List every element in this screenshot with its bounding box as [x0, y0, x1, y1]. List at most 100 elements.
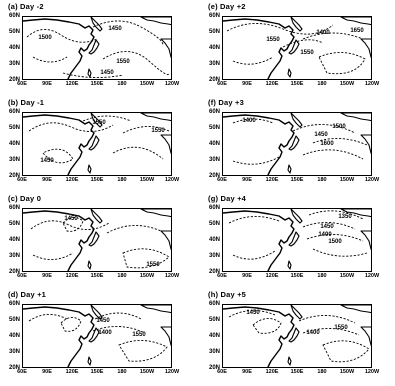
longitude-label: 90E [42, 81, 52, 87]
latitude-label: 20N [208, 77, 220, 83]
contour-label: 1400 [306, 330, 320, 336]
latitude-label: 30N [208, 349, 220, 355]
longitude-label: 120E [65, 273, 79, 279]
longitude-label: 150E [290, 177, 304, 183]
longitude-label: 150W [339, 177, 355, 183]
coastline [223, 210, 295, 271]
longitude-label: 150E [90, 369, 104, 375]
coastline [290, 17, 303, 32]
contour-line [112, 146, 164, 160]
contour-label: 1500 [38, 35, 52, 41]
contour-line [228, 216, 280, 224]
longitude-label: 180 [317, 273, 327, 279]
coastline [23, 210, 95, 271]
contour-line [252, 318, 282, 334]
contour-line [94, 312, 142, 320]
longitude-label: 120W [164, 81, 180, 87]
longitude-label: 60E [217, 81, 227, 87]
coastline [360, 326, 371, 347]
longitude-label: 150W [139, 273, 155, 279]
map-frame: 1450 1550 1500 1450 [22, 16, 172, 80]
contour-line [118, 340, 168, 362]
contour-label: 1600 [320, 141, 334, 147]
longitude-label: 180 [317, 81, 327, 87]
map-panel: (c) Day 0 1450 1550 60N 50N 40N 30N 20N 60E 90E 12… [0, 194, 180, 286]
coastline [90, 305, 103, 320]
longitude-label: 60E [17, 177, 27, 183]
latitude-label: 30N [208, 61, 220, 67]
coastline [287, 356, 292, 366]
coastline [87, 68, 92, 78]
map-panel: (h) Day +5 1450 1400 1550 60N 50N 40N 30N 20N 60E… [200, 290, 380, 382]
contour-line [322, 340, 370, 363]
contour-label: 1550 [92, 120, 106, 126]
longitude-label: 150W [139, 369, 155, 375]
coastline [90, 113, 103, 128]
panel-title: (f) Day +3 [208, 98, 244, 107]
contour-line [298, 315, 356, 324]
latitude-label: 50N [8, 317, 20, 323]
contour-map: 1450 1400 1550 [23, 305, 171, 367]
longitude-label: 150W [139, 81, 155, 87]
longitude-label: 150E [290, 81, 304, 87]
map-panel: (d) Day +1 1450 1400 1550 60N 50N 40N 30N 20N 60E… [0, 290, 180, 382]
coastline [360, 230, 371, 251]
contour-label: 1450 [246, 310, 260, 316]
contour-line [302, 32, 364, 40]
coastline [287, 260, 292, 270]
contour-label: 1550 [146, 262, 160, 268]
longitude-label: 90E [42, 273, 52, 279]
longitude-label: 150E [290, 369, 304, 375]
coastline [88, 231, 100, 247]
longitude-label: 120W [364, 177, 380, 183]
contour-line [122, 126, 170, 134]
contour-map: 1400 1650 1550 1550 [223, 17, 371, 79]
latitude-label: 40N [8, 45, 20, 51]
coastline [340, 209, 371, 218]
longitude-label: 90E [242, 81, 252, 87]
coastline [340, 305, 371, 314]
coastline [340, 17, 371, 26]
contour-line [232, 118, 274, 124]
latitude-label: 30N [208, 253, 220, 259]
contour-label: 1450 [108, 26, 122, 32]
coastline [160, 230, 171, 251]
longitude-label: 150E [90, 273, 104, 279]
map-frame: 1350 1450 1400 1500 [222, 208, 372, 272]
longitude-label: 120W [364, 369, 380, 375]
longitude-label: 60E [217, 369, 227, 375]
coastline [290, 113, 303, 128]
latitude-label: 40N [208, 333, 220, 339]
map-frame: 1450 1400 1550 [22, 304, 172, 368]
latitude-label: 60N [8, 301, 20, 307]
coastline [160, 134, 171, 155]
latitude-label: 30N [8, 253, 20, 259]
coastline [360, 134, 371, 155]
panel-title: (h) Day +5 [208, 290, 247, 299]
longitude-label: 120E [265, 273, 279, 279]
contour-line [232, 56, 274, 65]
contour-map: 1400 1450 1500 1600 [223, 113, 371, 175]
contour-label: 1500 [332, 124, 346, 130]
contour-label: 1350 [338, 214, 352, 220]
contour-line [312, 248, 368, 257]
panel-title: (e) Day +2 [208, 2, 246, 11]
longitude-label: 150E [290, 273, 304, 279]
map-frame: 1400 1650 1550 1550 [222, 16, 372, 80]
coastline [88, 39, 100, 55]
contour-label: 1550 [300, 50, 314, 56]
contour-label: 1550 [334, 325, 348, 331]
map-panel: (a) Day -2 1450 1550 1500 1450 60N 50N 40N 30N 20… [0, 2, 180, 94]
longitude-label: 120E [265, 177, 279, 183]
latitude-label: 60N [208, 13, 220, 19]
longitude-label: 90E [242, 369, 252, 375]
contour-line [302, 328, 360, 336]
longitude-label: 120E [65, 369, 79, 375]
latitude-label: 50N [208, 317, 220, 323]
contour-line [28, 122, 114, 132]
coastline [223, 18, 295, 79]
coastline [90, 209, 103, 224]
longitude-label: 180 [117, 273, 127, 279]
